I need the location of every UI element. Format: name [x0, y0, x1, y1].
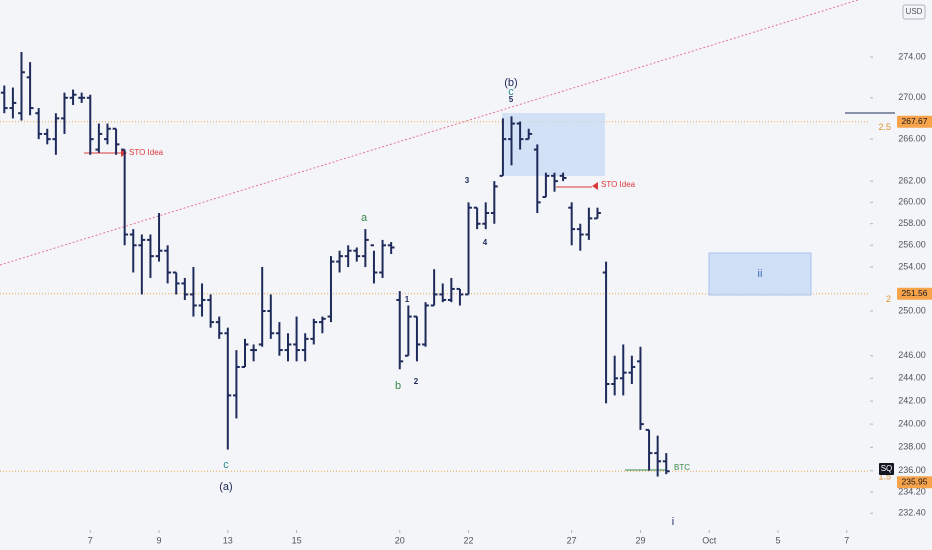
x-tick-label: 7 — [844, 535, 849, 545]
fib-label: 2 — [886, 294, 891, 304]
wave-label: c — [223, 459, 229, 471]
y-tick-label: 234.20 — [898, 486, 926, 496]
wave-label: 1 — [405, 295, 410, 304]
y-tick-label: 246.00 — [898, 350, 926, 360]
price-badge — [897, 115, 932, 128]
y-tick-label: 266.00 — [898, 134, 926, 144]
wave-label: 4 — [483, 238, 488, 247]
x-tick-label: 27 — [567, 535, 577, 545]
x-tick-label: 7 — [88, 535, 93, 545]
trend-line — [0, 0, 859, 266]
x-tick-label: Oct — [702, 535, 717, 545]
y-tick-label: 242.00 — [898, 395, 926, 405]
y-tick-label: 256.00 — [898, 240, 926, 250]
currency-box — [902, 4, 926, 20]
wave-label: 2 — [414, 377, 419, 386]
zone-box — [502, 113, 605, 176]
y-tick-label: 244.00 — [898, 373, 926, 383]
wave-label: a — [361, 212, 368, 224]
wave-label: (a) — [219, 481, 232, 493]
wave-label: ii — [758, 268, 763, 280]
y-tick-label: 262.00 — [898, 175, 926, 185]
signal-arrow — [592, 182, 598, 190]
x-tick-label: 15 — [292, 535, 302, 545]
y-tick-label: 232.40 — [898, 508, 926, 518]
wave-label: 5 — [509, 95, 514, 104]
y-tick-label: 260.00 — [898, 197, 926, 207]
x-tick-label: 20 — [395, 535, 405, 545]
symbol-box — [879, 463, 894, 475]
axes: 274.00 270.00 266.00 262.00 260.00 258.00 256.… — [88, 51, 932, 545]
y-tick-label: 274.00 — [898, 51, 926, 61]
x-tick-label: 5 — [776, 535, 781, 545]
price-badge-label: 251.56 — [902, 288, 928, 298]
y-tick-label: 250.00 — [898, 305, 926, 315]
x-tick-label: 29 — [635, 535, 645, 545]
symbol-label: SQ — [881, 464, 893, 473]
y-tick-label: 258.00 — [898, 218, 926, 228]
wave-label: c — [508, 86, 514, 98]
wave-label: (b) — [504, 77, 517, 89]
price-badge — [897, 476, 932, 489]
y-tick-label: 254.00 — [898, 261, 926, 271]
signal-label: BTC — [674, 463, 690, 472]
fib-label: 1.5 — [878, 472, 891, 482]
zone-box — [708, 252, 812, 296]
wave-label: b — [395, 380, 401, 392]
currency-label: USD — [906, 7, 923, 16]
x-tick-label: 13 — [223, 535, 233, 545]
y-tick-label: 240.00 — [898, 418, 926, 428]
price-badge-label: 235.95 — [902, 477, 928, 487]
fib-label: 2.5 — [878, 122, 891, 132]
wave-label: i — [672, 516, 674, 528]
y-tick-label: 238.00 — [898, 442, 926, 452]
y-tick-label: 236.00 — [898, 465, 926, 475]
x-tick-label: 22 — [464, 535, 474, 545]
wave-label: 3 — [465, 176, 470, 185]
signal-label: STO Idea — [129, 148, 164, 157]
x-tick-label: 9 — [157, 535, 162, 545]
price-badge — [897, 287, 932, 300]
y-tick-label: 270.00 — [898, 92, 926, 102]
signal-label: STO Idea — [601, 180, 636, 189]
price-badge-label: 267.67 — [902, 116, 928, 126]
bars — [0, 51, 670, 477]
